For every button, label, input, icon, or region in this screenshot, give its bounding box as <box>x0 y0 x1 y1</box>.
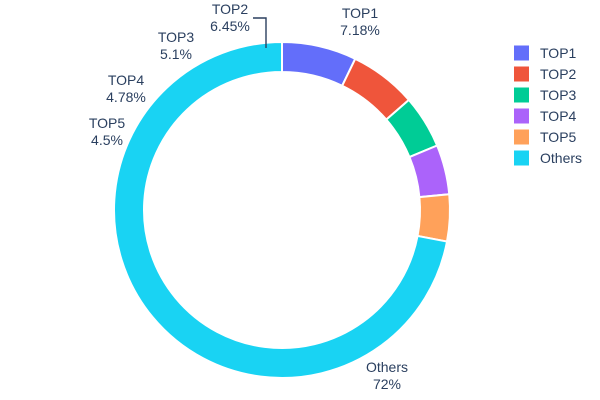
legend-label-top1: TOP1 <box>540 45 577 61</box>
slice-label-percent: 7.18% <box>340 22 380 38</box>
slice-label-top3: TOP3 5.1% <box>158 29 195 62</box>
slice-label-name: TOP5 <box>89 115 126 131</box>
slice-labels-group: TOP1 7.18%TOP2 6.45%TOP3 5.1%TOP4 4.78%TOP5 4… <box>89 1 408 392</box>
legend-label-top2: TOP2 <box>540 66 577 82</box>
legend-swatch-top4[interactable] <box>514 108 529 124</box>
slice-label-top4: TOP4 4.78% <box>106 72 146 105</box>
slice-label-others: Others 72% <box>366 359 408 392</box>
slice-label-name: TOP4 <box>108 72 145 88</box>
slice-label-percent: 72% <box>373 376 401 392</box>
slice-label-top5: TOP5 4.5% <box>89 115 126 148</box>
legend-swatch-top1[interactable] <box>514 45 529 61</box>
pie-slices-group <box>113 41 451 379</box>
legend-label-top3: TOP3 <box>540 87 577 103</box>
slice-label-name: TOP1 <box>342 5 379 21</box>
slice-label-top1: TOP1 7.18% <box>340 5 380 38</box>
slice-label-name: TOP3 <box>158 29 195 45</box>
slice-label-percent: 4.5% <box>91 132 123 148</box>
chart-legend: TOP1 TOP2 TOP3 TOP4 TOP5 Others <box>514 45 582 166</box>
legend-label-top5: TOP5 <box>540 129 577 145</box>
label-leader-line-top2 <box>253 17 267 48</box>
legend-swatch-others[interactable] <box>514 150 529 166</box>
legend-swatch-top2[interactable] <box>514 66 529 82</box>
legend-swatch-top5[interactable] <box>514 129 529 145</box>
slice-label-name: TOP2 <box>212 1 249 17</box>
pie-slice-top5[interactable] <box>416 193 451 243</box>
legend-swatch-top3[interactable] <box>514 87 529 103</box>
slice-label-top2: TOP2 6.45% <box>210 1 250 34</box>
slice-label-percent: 6.45% <box>210 18 250 34</box>
slice-label-name: Others <box>366 359 408 375</box>
legend-label-others: Others <box>540 150 582 166</box>
legend-label-top4: TOP4 <box>540 108 577 124</box>
slice-label-percent: 5.1% <box>160 46 192 62</box>
slice-label-percent: 4.78% <box>106 89 146 105</box>
